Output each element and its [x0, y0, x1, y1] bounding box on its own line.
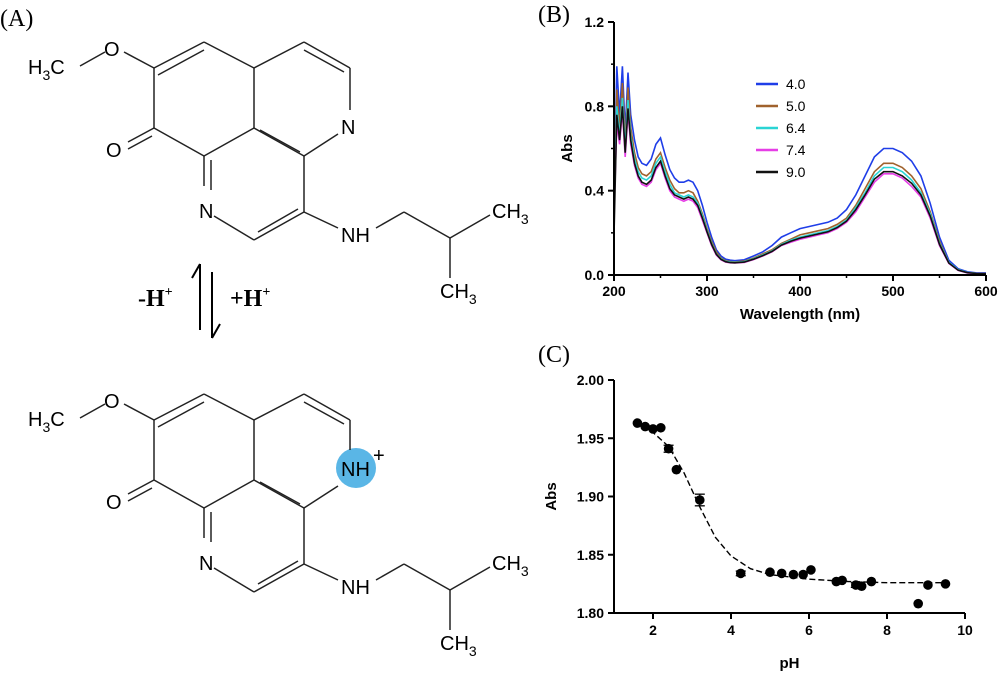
data-point: [913, 598, 923, 609]
equilibrium-arrows: [191, 263, 221, 339]
data-point: [866, 576, 877, 587]
x-tick-label: 300: [695, 283, 719, 299]
data-point: [837, 575, 847, 586]
structure-protonated-labels: H3C O O NH + N NH CH3 CH3: [28, 391, 529, 659]
series-line-9-0: [613, 106, 986, 275]
x-tick-label: 4: [727, 622, 735, 638]
methyl-subscript: 3: [42, 67, 50, 83]
svg-text:CH3: CH3: [440, 281, 477, 307]
y-tick-label: 0.0: [585, 267, 605, 283]
data-point: [856, 581, 867, 592]
deprotonation-label: -H+: [138, 285, 173, 312]
legend-label: 9.0: [786, 164, 806, 180]
data-point: [923, 580, 933, 590]
methyl-h: H: [28, 57, 42, 79]
panel-label-c: (C): [538, 342, 570, 368]
svg-text:CH3: CH3: [492, 201, 529, 227]
amine-nh: NH: [341, 225, 370, 247]
svg-text:H3C: H3C: [28, 57, 65, 83]
x-axis-title: Wavelength (nm): [740, 306, 860, 323]
structure-protonated: [79, 393, 491, 630]
structure-neutral: [79, 41, 491, 278]
svg-text:NH: NH: [341, 577, 370, 599]
svg-text:CH3: CH3: [492, 553, 529, 579]
data-point: [632, 418, 643, 428]
y-tick-label: 1.80: [577, 605, 604, 621]
structure-neutral-labels: H3C O O N N NH CH3 CH3: [28, 39, 529, 307]
ph-titration-chart: 2 4 6 8 10 1.80 1.85 1.90 1.95 2.00 pH Abs: [543, 372, 973, 672]
data-point: [798, 569, 808, 580]
panel-label-a: (A): [0, 6, 33, 32]
x-tick-label: 200: [602, 283, 626, 299]
y-tick-label: 0.4: [585, 183, 605, 199]
y-axis-title: Abs: [543, 482, 560, 510]
pyridine-nitrogen: N: [341, 117, 355, 139]
data-point: [671, 464, 682, 475]
x-tick-label: 500: [881, 283, 905, 299]
protonated-nitrogen: NH: [341, 459, 370, 481]
data-point: [940, 579, 951, 589]
svg-text:H3C: H3C: [28, 409, 65, 435]
y-tick-label: 1.90: [577, 489, 604, 505]
x-tick-label: 8: [883, 622, 891, 638]
data-point: [640, 421, 650, 432]
legend-label: 5.0: [786, 98, 806, 114]
data-point: [776, 568, 787, 579]
y-axis-title: Abs: [559, 134, 576, 162]
svg-text:CH3: CH3: [440, 633, 477, 659]
data-point: [695, 495, 705, 505]
x-tick-label: 400: [788, 283, 812, 299]
methyl-c: C: [50, 57, 64, 79]
data-point: [735, 568, 746, 579]
x-tick-label: 6: [805, 622, 813, 638]
x-tick-label: 10: [957, 622, 973, 638]
legend-label: 4.0: [786, 76, 806, 92]
fit-curve: [633, 423, 946, 584]
svg-text:O: O: [104, 391, 120, 413]
y-tick-label: 0.8: [585, 98, 605, 114]
uv-vis-spectra-chart: 200 300 400 500 600 0.0 0.4 0.8 1.2 Wavelength (n…: [559, 14, 998, 323]
methoxy-oxygen: O: [104, 39, 120, 61]
series-line-4-0: [613, 66, 986, 274]
data-point: [765, 567, 775, 578]
x-tick-label: 600: [974, 283, 998, 299]
y-tick-label: 1.85: [577, 547, 604, 563]
data-point: [806, 565, 816, 575]
y-tick-label: 1.2: [585, 14, 605, 30]
y-tick-label: 1.95: [577, 430, 604, 446]
data-point: [656, 422, 666, 433]
svg-text:N: N: [199, 553, 213, 575]
legend-label: 6.4: [786, 120, 806, 136]
x-tick-label: 2: [649, 622, 657, 638]
protonation-highlight: [336, 448, 376, 488]
legend-label: 7.4: [786, 142, 806, 158]
y-tick-label: 2.00: [577, 372, 604, 388]
positive-charge: +: [373, 445, 385, 467]
svg-text:O: O: [106, 492, 122, 514]
panel-label-b: (B): [538, 2, 570, 28]
carbonyl-oxygen: O: [106, 140, 122, 162]
x-axis-title: pH: [780, 655, 800, 672]
data-point: [648, 424, 658, 434]
data-point: [788, 569, 799, 580]
ring-nitrogen: N: [199, 201, 213, 223]
data-point: [663, 443, 674, 454]
protonation-label: +H+: [230, 285, 270, 312]
